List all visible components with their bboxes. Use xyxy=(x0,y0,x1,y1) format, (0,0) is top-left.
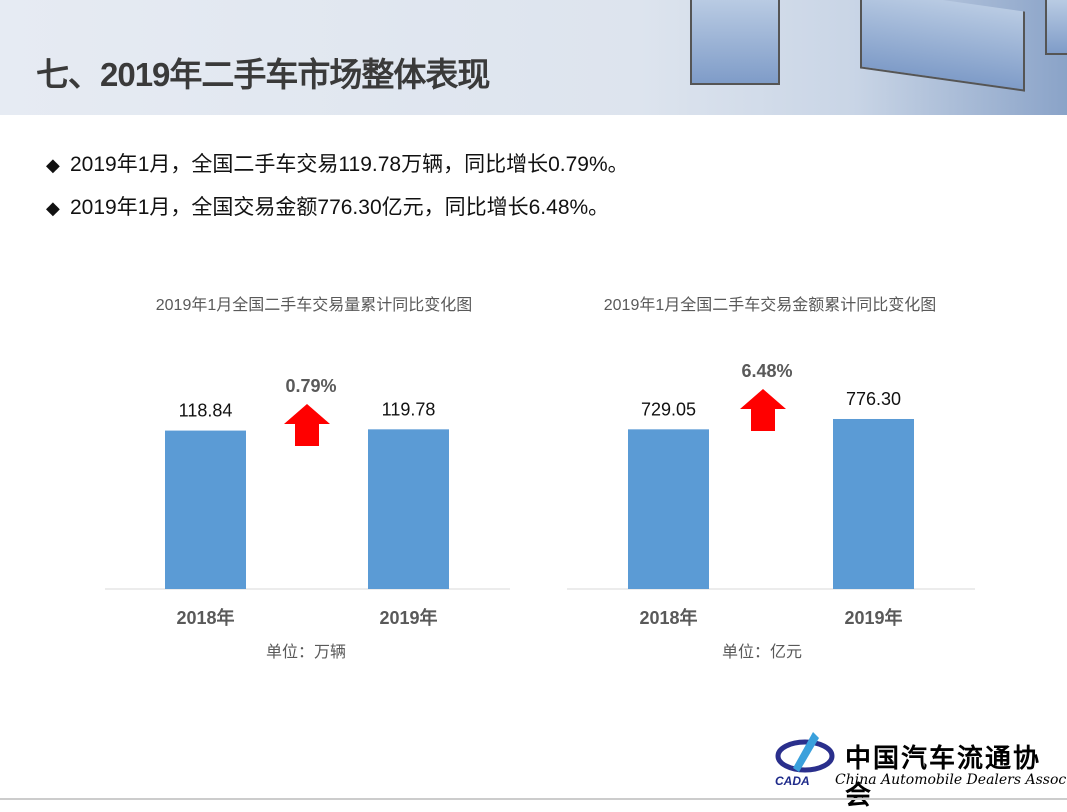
bar xyxy=(833,418,914,589)
cada-logo: CADA 中国汽车流通协会 China Automobile Dealers A… xyxy=(775,728,1067,811)
decorative-cube xyxy=(690,0,780,85)
data-label: 118.84 xyxy=(179,401,233,421)
bar xyxy=(628,429,709,589)
bullet-item: ◆ 2019年1月，全国交易金额776.30亿元，同比增长6.48%。 xyxy=(46,191,609,221)
bullet-text: 2019年1月，全国二手车交易119.78万辆，同比增长0.79%。 xyxy=(70,153,629,176)
header-banner xyxy=(0,0,1067,115)
decorative-cube xyxy=(1045,0,1067,55)
bullet-text: 2019年1月，全国交易金额776.30亿元，同比增长6.48%。 xyxy=(70,196,610,219)
x-tick-label: 2019年 xyxy=(844,607,902,628)
data-label: 119.78 xyxy=(382,399,436,419)
growth-label: 0.79% xyxy=(285,376,336,396)
diamond-icon: ◆ xyxy=(46,155,60,175)
x-tick-label: 2019年 xyxy=(379,607,437,628)
unit-label: 单位：万辆 xyxy=(266,643,346,661)
footer-divider xyxy=(0,798,1067,800)
bar xyxy=(165,430,246,589)
logo-en: China Automobile Dealers Association xyxy=(835,772,1067,788)
page-title: 七、2019年二手车市场整体表现 xyxy=(36,56,490,93)
chart-title: 2019年1月全国二手车交易量累计同比变化图 xyxy=(156,296,473,314)
data-label: 776.30 xyxy=(846,389,901,409)
unit-label: 单位：亿元 xyxy=(722,643,802,661)
diamond-icon: ◆ xyxy=(46,198,60,218)
chart-title: 2019年1月全国二手车交易金额累计同比变化图 xyxy=(604,296,937,314)
x-tick-label: 2018年 xyxy=(639,607,697,628)
bullet-item: ◆ 2019年1月，全国二手车交易119.78万辆，同比增长0.79%。 xyxy=(46,148,629,178)
growth-label: 6.48% xyxy=(741,361,792,381)
up-arrow-icon xyxy=(740,389,786,431)
bar xyxy=(368,429,449,589)
logo-emblem-icon xyxy=(775,732,835,773)
up-arrow-icon xyxy=(284,404,330,446)
logo-abbr: CADA xyxy=(775,774,810,788)
data-label: 729.05 xyxy=(641,399,696,419)
x-tick-label: 2018年 xyxy=(176,607,234,628)
